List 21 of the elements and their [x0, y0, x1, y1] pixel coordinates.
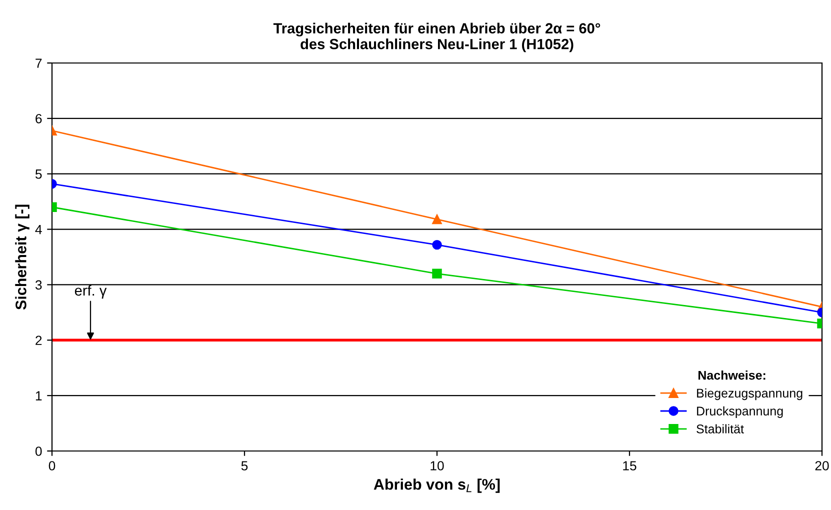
x-tick-label: 0: [48, 461, 56, 470]
y-tick-label: 5: [35, 170, 42, 179]
legend-label: Stabilität: [696, 424, 744, 434]
legend-label: Biegezugspannung: [697, 388, 802, 400]
x-axis-title: Abrieb von s$_{L}$ [%]: [374, 478, 500, 493]
x-tick-label: 20: [815, 461, 829, 470]
x-tick-label: 10: [430, 461, 444, 470]
y-axis-title: Sicherheit γ [-]: [15, 204, 30, 310]
y-tick-label: 1: [36, 391, 42, 400]
annotation: erf. γ: [74, 284, 107, 299]
legend-label: Druckspannung: [697, 406, 783, 418]
y-tick-label: 6: [36, 114, 42, 124]
y-tick-label: 0: [35, 446, 42, 456]
y-tick-label: 7: [36, 58, 42, 68]
y-tick-label: 3: [35, 280, 42, 290]
x-tick-label: 5: [241, 461, 248, 470]
y-tick-label: 4: [35, 224, 42, 234]
chart-title: Tragsicherheiten für einen Abrieb über 2α = 60° des Schlauchliners Neu-Liner 1 (H1052): [273, 22, 600, 52]
x-tick-label: 15: [623, 461, 636, 470]
y-tick-label: 2: [36, 336, 42, 345]
legend-title: Nachweise:: [698, 370, 766, 380]
